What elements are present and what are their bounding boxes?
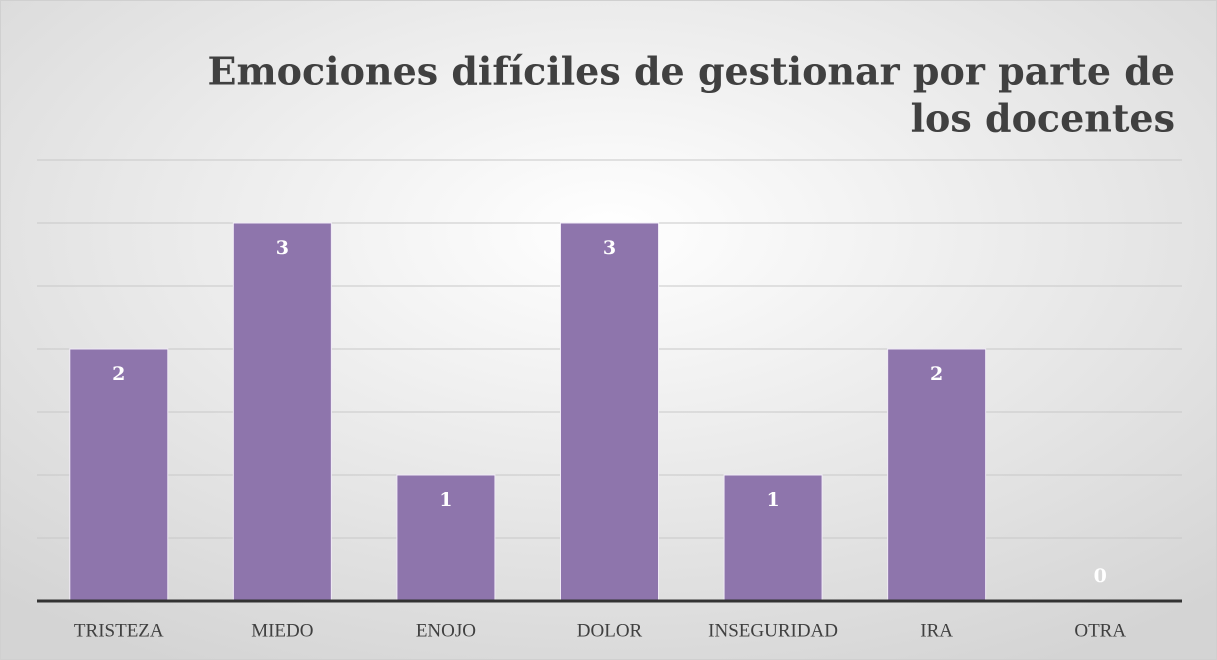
x-tick-label: OTRA xyxy=(1074,620,1126,641)
data-label: 3 xyxy=(276,237,289,259)
bar xyxy=(723,474,823,602)
data-label: 0 xyxy=(1094,565,1107,587)
bar xyxy=(232,222,332,602)
chart-title: Emociones difíciles de gestionar por par… xyxy=(208,49,1176,94)
bar xyxy=(887,348,987,602)
data-label: 1 xyxy=(766,489,779,511)
chart-title: los docentes xyxy=(911,96,1175,141)
bar xyxy=(396,474,496,602)
bar xyxy=(69,348,169,602)
x-tick-label: DOLOR xyxy=(577,620,643,641)
data-label: 2 xyxy=(112,363,125,385)
data-label: 2 xyxy=(930,363,943,385)
data-label: 1 xyxy=(439,489,452,511)
x-tick-label: ENOJO xyxy=(416,620,476,641)
bar xyxy=(560,222,659,602)
x-tick-label: TRISTEZA xyxy=(74,620,164,641)
x-tick-label: INSEGURIDAD xyxy=(708,620,838,641)
x-tick-label: IRA xyxy=(920,620,953,641)
data-label: 3 xyxy=(603,237,616,259)
x-tick-label: MIEDO xyxy=(251,620,313,641)
